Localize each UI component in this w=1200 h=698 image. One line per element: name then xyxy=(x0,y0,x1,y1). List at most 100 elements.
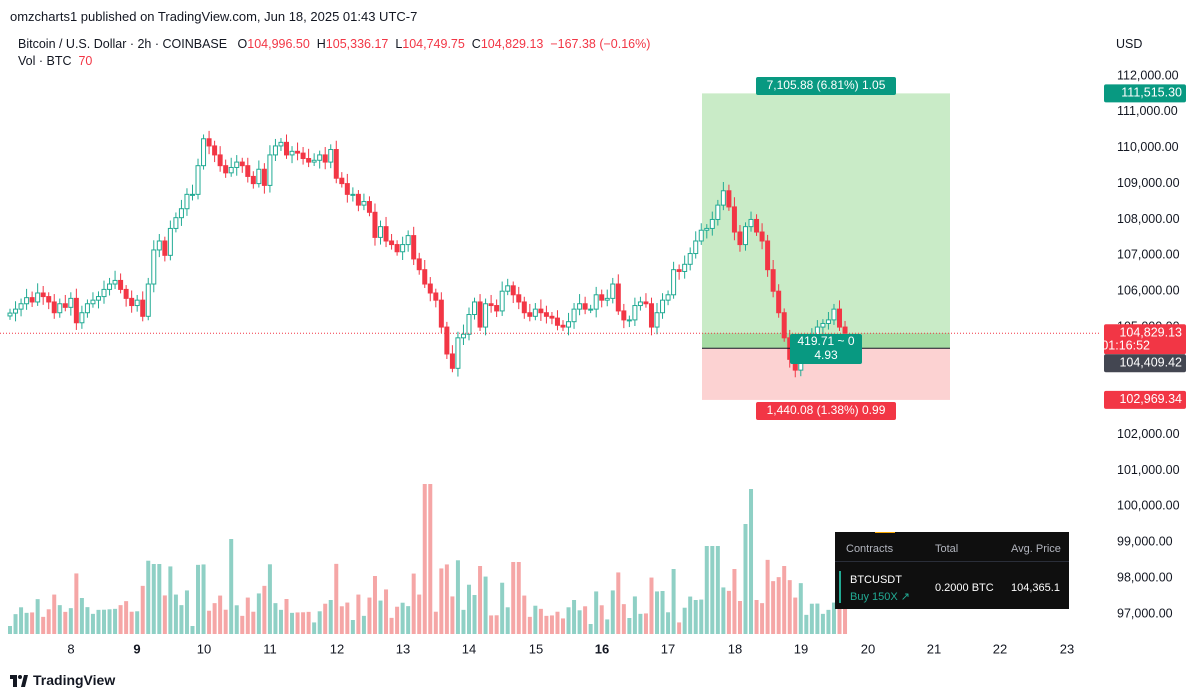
volume-bar xyxy=(46,609,51,634)
candle-body xyxy=(178,208,184,219)
volume-bar xyxy=(218,595,223,634)
candle-body xyxy=(527,312,533,317)
volume-bar xyxy=(478,566,483,634)
volume-bar xyxy=(223,609,228,634)
volume-bar xyxy=(826,609,831,634)
x-tick-label: 17 xyxy=(661,641,675,656)
candle-body xyxy=(726,190,732,208)
low-value: 104,749.75 xyxy=(402,37,465,51)
volume-bar xyxy=(726,590,731,634)
candle-body xyxy=(825,319,831,324)
candle-body xyxy=(140,299,146,317)
candle-body xyxy=(162,240,168,256)
volume-bar xyxy=(643,613,648,634)
volume-label[interactable]: Vol · BTC xyxy=(18,54,72,68)
candle-body xyxy=(206,138,212,147)
candle-body xyxy=(295,150,301,154)
volume-bar xyxy=(24,612,29,634)
position-avg-price: 104,365.1 xyxy=(1011,582,1060,594)
candle-body xyxy=(228,166,234,174)
position-total: 0.2000 BTC xyxy=(935,582,994,594)
volume-bar xyxy=(411,573,416,634)
y-tick-label: 98,000.00 xyxy=(1117,570,1173,584)
volume-bar xyxy=(328,600,333,634)
volume-bar xyxy=(749,489,754,634)
candle-body xyxy=(837,308,842,328)
candle-body xyxy=(748,218,754,228)
position-side[interactable]: Buy 150X ↗ xyxy=(850,590,910,603)
take-profit-zone[interactable] xyxy=(702,93,950,349)
candle-body xyxy=(306,157,312,163)
volume-bar xyxy=(483,576,488,634)
candle-body xyxy=(333,149,339,179)
target-label-box[interactable] xyxy=(756,77,896,95)
candle-body xyxy=(350,193,356,196)
volume-bar xyxy=(627,618,632,634)
candle-body xyxy=(422,269,428,285)
pnl-label-box[interactable] xyxy=(790,334,862,364)
volume-bar xyxy=(782,566,787,634)
candle-body xyxy=(765,240,771,271)
x-tick-label: 11 xyxy=(263,641,277,656)
volume-bar xyxy=(561,618,565,634)
countdown-label: 01:16:52 xyxy=(1101,338,1150,352)
volume-bar xyxy=(511,562,516,634)
volume-bar xyxy=(433,611,438,634)
volume-bar xyxy=(85,607,90,634)
volume-bar xyxy=(843,603,848,634)
volume-bar xyxy=(444,564,449,634)
volume-bar xyxy=(533,605,538,634)
volume-bar xyxy=(743,524,748,634)
volume-bar xyxy=(765,559,770,634)
candle-body xyxy=(51,301,57,314)
y-tick-label: 107,000.00 xyxy=(1117,248,1180,262)
position-panel: Contracts Total Avg. Price BTCUSDT Buy 1… xyxy=(835,532,1069,609)
candle-body xyxy=(438,299,444,328)
edit-icon[interactable]: ↗ xyxy=(900,591,910,603)
stop-label-text: 1,440.08 (1.38%) 0.99 xyxy=(767,403,886,417)
candle-body xyxy=(366,201,372,213)
volume-bar xyxy=(704,546,709,634)
volume-bar xyxy=(63,611,68,634)
candle-body xyxy=(831,308,837,321)
candle-body xyxy=(344,183,350,195)
volume-bar xyxy=(666,612,671,634)
contracts-header: Contracts xyxy=(846,543,894,555)
volume-bar xyxy=(267,564,272,634)
entry-price-label: 104,409.42 xyxy=(1119,356,1182,370)
candle-body xyxy=(449,353,455,369)
volume-bar xyxy=(682,607,687,634)
volume-bar xyxy=(8,626,12,634)
volume-bar xyxy=(384,589,389,634)
target-label-text: 7,105.88 (6.81%) 1.05 xyxy=(767,78,886,92)
high-value: 105,336.17 xyxy=(325,37,389,51)
symbol-title[interactable]: Bitcoin / U.S. Dollar · 2h · COINBASE xyxy=(18,37,228,51)
candle-body xyxy=(654,312,660,328)
volume-bar xyxy=(395,606,400,634)
volume-bar xyxy=(516,562,521,634)
volume-bar xyxy=(79,598,84,634)
candle-body xyxy=(400,244,406,253)
volume-bar xyxy=(140,585,145,634)
stop-label-box[interactable] xyxy=(756,402,896,420)
volume-bar xyxy=(455,560,460,634)
candle-body xyxy=(665,294,671,301)
volume-bar xyxy=(173,594,178,634)
position-symbol[interactable]: BTCUSDT xyxy=(850,574,902,586)
volume-bar xyxy=(489,615,494,634)
candle-body xyxy=(693,240,699,255)
volume-bar xyxy=(538,608,543,634)
avg-price-header: Avg. Price xyxy=(1011,543,1061,555)
x-tick-label: 10 xyxy=(197,641,211,656)
candle-body xyxy=(742,226,748,246)
volume-legend: Vol · BTC 70 xyxy=(18,54,92,68)
volume-bar xyxy=(776,577,781,634)
candle-body xyxy=(339,177,345,185)
volume-bar xyxy=(693,600,698,634)
volume-bar xyxy=(721,587,726,634)
currency-label[interactable]: USD xyxy=(1116,37,1143,51)
tradingview-logo[interactable]: TradingView xyxy=(10,672,115,688)
volume-bar xyxy=(527,616,532,634)
candle-body xyxy=(709,218,715,229)
